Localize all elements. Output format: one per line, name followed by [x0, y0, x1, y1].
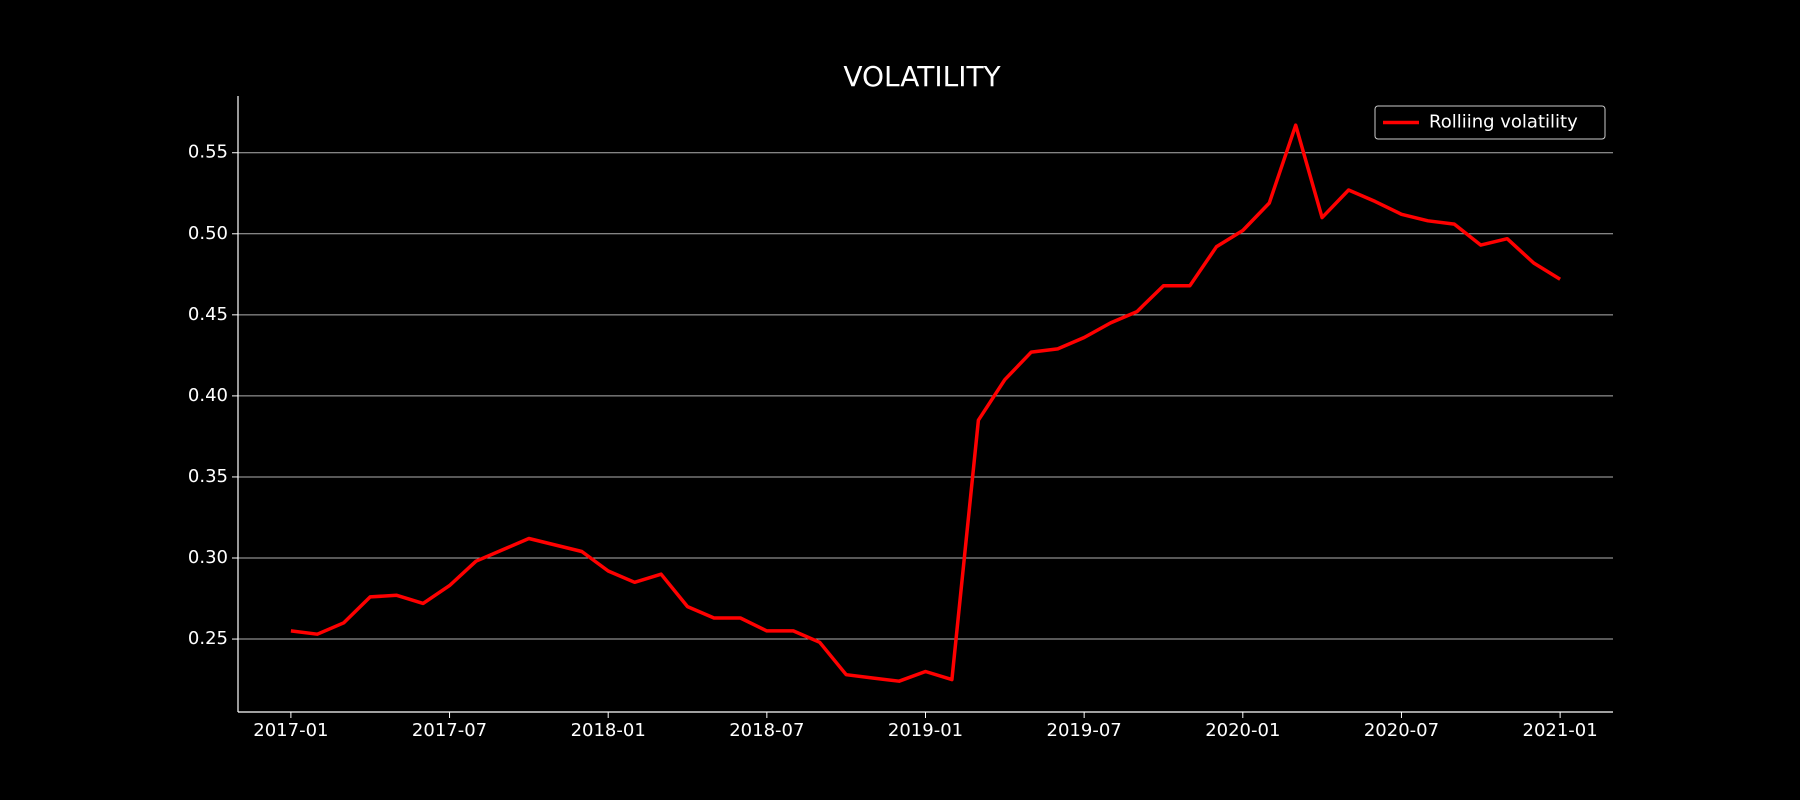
y-tick-label: 0.30 — [188, 547, 228, 568]
line-series — [290, 123, 1562, 683]
legend-box — [1374, 105, 1606, 140]
x-tick-label: 2017-01 — [253, 720, 328, 741]
x-tick-label: 2019-07 — [1047, 720, 1122, 741]
x-tick-label: 2018-07 — [729, 720, 804, 741]
x-tick-label: 2018-01 — [571, 720, 646, 741]
x-tick-label: 2019-01 — [888, 720, 963, 741]
y-tick-label: 0.55 — [188, 142, 228, 163]
y-tick-label: 0.40 — [188, 385, 228, 406]
x-tick-label: 2020-01 — [1205, 720, 1280, 741]
y-tick-label: 0.25 — [188, 628, 228, 649]
legend-label: Rolliing volatility — [1429, 112, 1578, 133]
x-tick-label: 2021-01 — [1523, 720, 1598, 741]
x-tick-label: 2020-07 — [1364, 720, 1439, 741]
x-tick-label: 2017-07 — [412, 720, 487, 741]
y-tick-label: 0.35 — [188, 466, 228, 487]
y-tick-label: 0.45 — [188, 304, 228, 325]
y-tick-label: 0.50 — [188, 223, 228, 244]
chart-title: VOLATILITY — [843, 60, 1001, 93]
